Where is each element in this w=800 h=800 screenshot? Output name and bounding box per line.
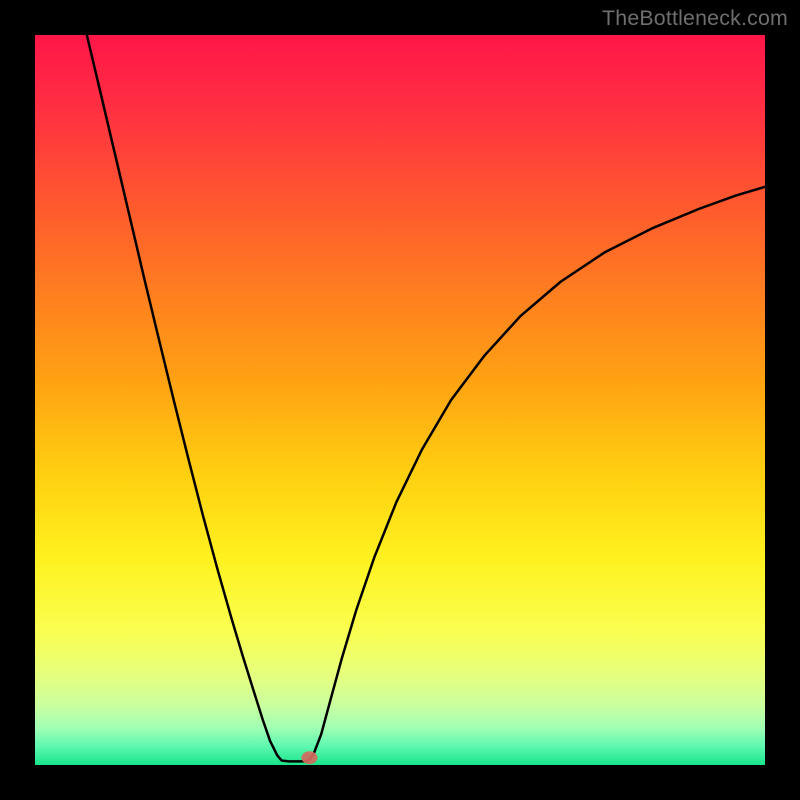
plot-svg — [35, 35, 765, 765]
gradient-background — [35, 35, 765, 765]
plot-area — [35, 35, 765, 765]
minimum-marker — [301, 751, 317, 764]
chart-frame: TheBottleneck.com — [0, 0, 800, 800]
watermark-text: TheBottleneck.com — [602, 6, 788, 31]
